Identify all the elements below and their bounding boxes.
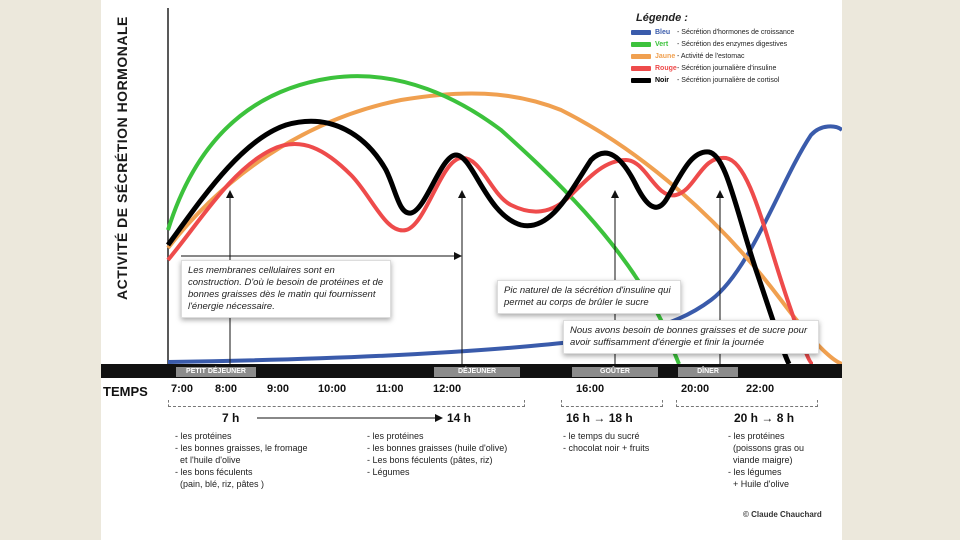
foods-snack: - le temps du sucré - chocolat noir + fr…: [563, 430, 649, 454]
legend-item-red: Rouge - Sécrétion journalière d'insuline: [631, 62, 841, 74]
food-line: - les bonnes graisses, le fromage: [175, 443, 308, 453]
food-line: - les protéines: [367, 431, 424, 441]
pointer-head-7h: [226, 190, 234, 198]
meal-snack: GOÛTER: [572, 367, 658, 377]
legend-swatch: [631, 77, 651, 83]
food-line: - les protéines: [728, 431, 785, 441]
legend-swatch: [631, 53, 651, 59]
pointer-head-16h: [611, 190, 619, 198]
legend-name: Bleu: [655, 28, 671, 36]
period-bracket: [561, 400, 663, 407]
note-membranes: Les membranes cellulaires sont en constr…: [181, 260, 391, 318]
foods-dinner: - les protéines (poissons gras ou viande…: [728, 430, 804, 490]
y-axis-label: ACTIVITÉ DE SÉCRÉTION HORMONALE: [114, 16, 130, 300]
period-end: 18 h: [608, 411, 633, 425]
arrow-head-lunch: [454, 252, 462, 260]
legend-swatch: [631, 65, 651, 71]
food-line: (pain, blé, riz, pâtes ): [175, 479, 265, 489]
note-insulin-peak: Pic naturel de la sécrétion d'insuline q…: [497, 280, 681, 314]
meal-breakfast: PETIT DÉJEUNER: [176, 367, 256, 377]
legend-swatch: [631, 29, 651, 35]
diagram-canvas: ACTIVITÉ DE SÉCRÉTION HORMONALE Légende …: [101, 0, 842, 540]
credit: © Claude Chauchard: [743, 510, 822, 519]
food-line: + Huile d'olive: [728, 479, 790, 489]
meal-lunch: DÉJEUNER: [434, 367, 520, 377]
legend-name: Noir: [655, 76, 669, 84]
food-line: - chocolat noir + fruits: [563, 443, 650, 453]
time-tick: 11:00: [376, 383, 404, 395]
food-line: - le temps du sucré: [563, 431, 640, 441]
legend-item-blue: Bleu - Sécrétion d'hormones de croissanc…: [631, 26, 841, 38]
legend-name: Rouge: [655, 64, 677, 72]
pointer-head-20h: [716, 190, 724, 198]
legend: Légende : Bleu - Sécrétion d'hormones de…: [631, 12, 841, 86]
period-range-dinner: 20 h → 8 h: [734, 411, 794, 425]
legend-desc: - Sécrétion journalière d'insuline: [677, 64, 777, 72]
food-line: - Les bons féculents (pâtes, riz): [367, 455, 493, 465]
food-line: - les légumes: [728, 467, 782, 477]
legend-desc: - Sécrétion journalière de cortisol: [677, 76, 780, 84]
period-start: 16 h: [566, 411, 591, 425]
food-line: (poissons gras ou: [728, 443, 805, 453]
legend-item-yellow: Jaune - Activité de l'estomac: [631, 50, 841, 62]
period-bracket: [168, 400, 525, 407]
food-line: - les bonnes graisses (huile d'olive): [367, 443, 508, 453]
time-tick: 12:00: [433, 383, 462, 395]
period-start: 7 h: [222, 411, 240, 425]
period-arrow: →: [593, 411, 606, 425]
legend-title: Légende :: [636, 12, 688, 24]
food-line: - Légumes: [367, 467, 410, 477]
food-line: - les protéines: [175, 431, 232, 441]
curve-black-cortisol: [165, 118, 792, 366]
meal-dinner: DÎNER: [678, 367, 738, 377]
note-evening: Nous avons besoin de bonnes graisses et …: [563, 320, 819, 354]
period-end: 14 h: [447, 411, 472, 425]
pointer-head-12h: [458, 190, 466, 198]
time-tick: 7:00: [171, 383, 194, 395]
foods-morning: - les protéines - les bonnes graisses, l…: [175, 430, 308, 490]
legend-swatch: [631, 41, 651, 47]
food-line: - les bons féculents: [175, 467, 253, 477]
time-tick: 22:00: [746, 383, 775, 395]
food-line: et l'huile d'olive: [175, 455, 241, 465]
legend-desc: - Activité de l'estomac: [677, 52, 745, 60]
legend-item-black: Noir - Sécrétion journalière de cortisol: [631, 74, 841, 86]
period-arrow: →: [761, 411, 774, 425]
legend-name: Vert: [655, 40, 669, 48]
period-start: 20 h: [734, 411, 759, 425]
time-tick: 16:00: [576, 383, 605, 395]
time-tick: 20:00: [681, 383, 710, 395]
curve-red-insulin: [166, 142, 815, 366]
food-line: viande maigre): [728, 455, 793, 465]
curve-green-enzymes: [166, 74, 681, 365]
period-arrow-head-7-14: [435, 414, 443, 422]
period-end: 8 h: [776, 411, 795, 425]
legend-desc: - Sécrétion d'hormones de croissance: [677, 28, 795, 36]
period-range-snack: 16 h → 18 h: [566, 411, 633, 425]
time-tick: 8:00: [215, 383, 238, 395]
time-tick: 9:00: [267, 383, 290, 395]
time-tick: 10:00: [318, 383, 347, 395]
legend-desc: - Sécrétion des enzymes digestives: [677, 40, 788, 48]
period-bracket: [676, 400, 818, 407]
time-axis-label: TEMPS: [103, 384, 148, 399]
legend-name: Jaune: [655, 52, 676, 60]
legend-item-green: Vert - Sécrétion des enzymes digestives: [631, 38, 841, 50]
foods-lunch: - les protéines - les bonnes graisses (h…: [367, 430, 507, 478]
